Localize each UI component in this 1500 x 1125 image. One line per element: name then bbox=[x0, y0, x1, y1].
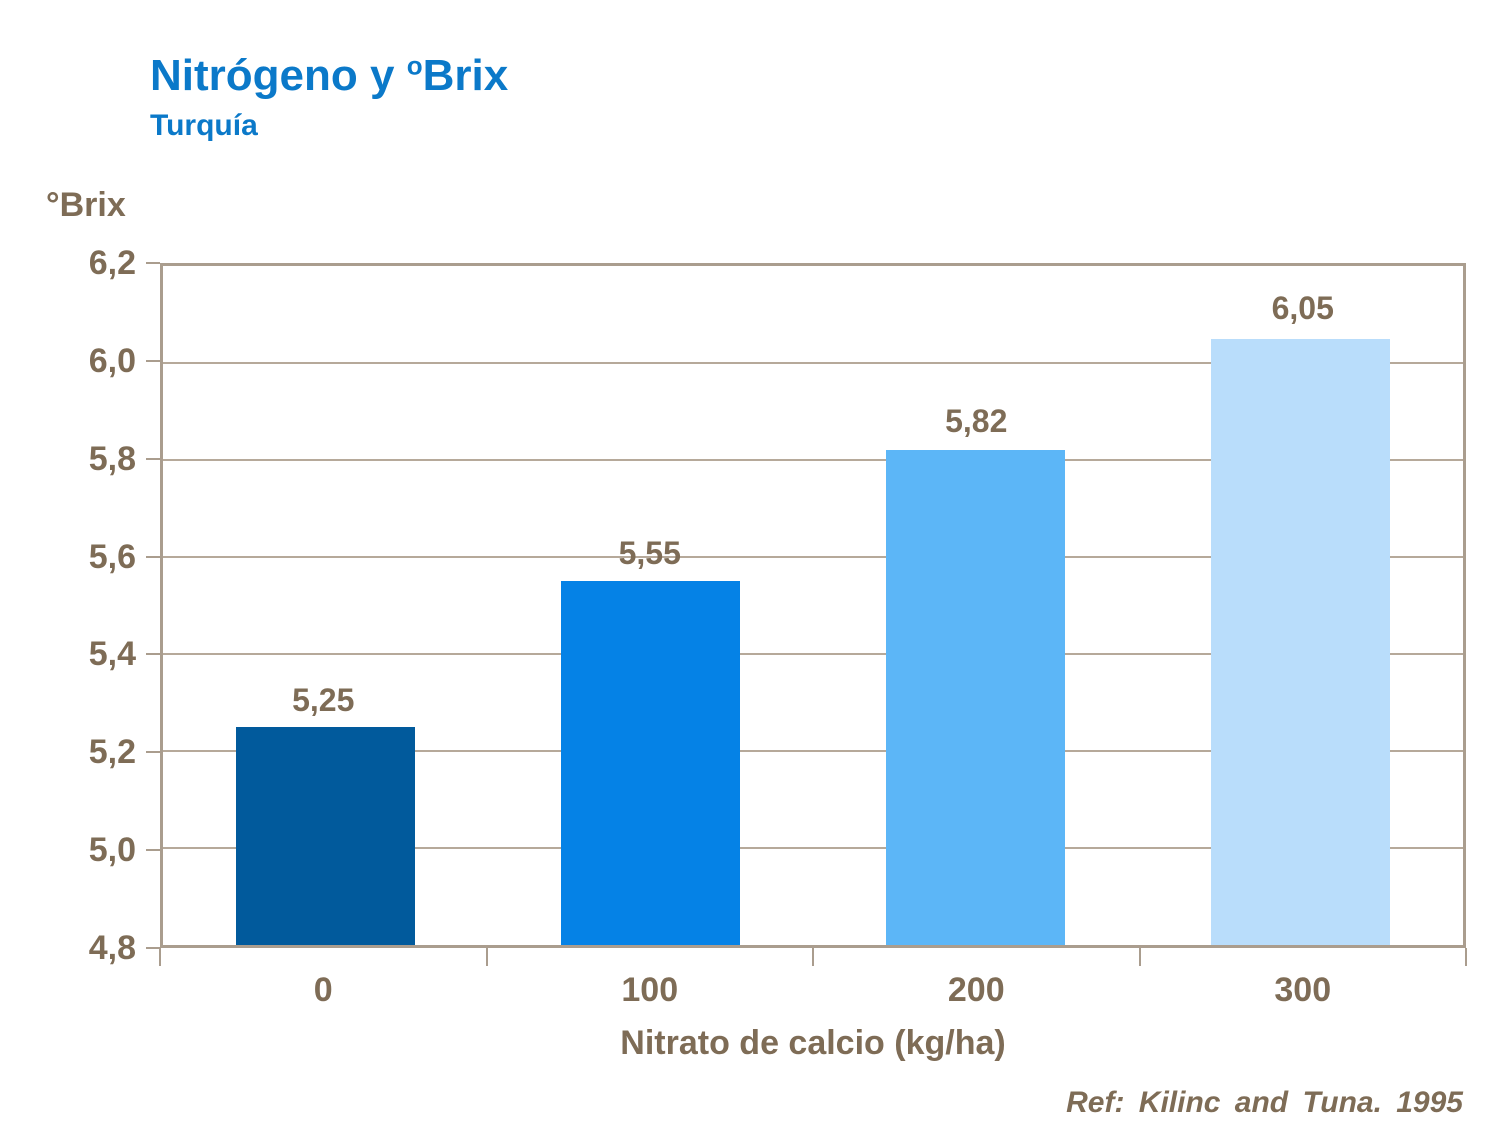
y-axis-title: °Brix bbox=[46, 186, 126, 224]
bar-value-label: 5,55 bbox=[618, 535, 681, 572]
y-tick bbox=[146, 262, 160, 264]
gridline bbox=[163, 458, 1463, 461]
y-tick bbox=[146, 849, 160, 852]
y-tick bbox=[146, 947, 160, 949]
x-tick-label: 0 bbox=[313, 971, 333, 1009]
x-tick-label: 300 bbox=[1274, 971, 1332, 1009]
x-axis-title: Nitrato de calcio (kg/ha) bbox=[620, 1024, 1006, 1062]
plot-area bbox=[160, 263, 1466, 948]
y-tick-label: 4,8 bbox=[88, 929, 136, 967]
y-tick-label: 5,8 bbox=[88, 439, 136, 478]
y-tick bbox=[146, 555, 160, 558]
bar bbox=[1210, 338, 1391, 945]
y-tick bbox=[146, 457, 160, 460]
gridline bbox=[163, 847, 1463, 849]
y-tick-label: 6,0 bbox=[88, 341, 136, 380]
bar bbox=[885, 450, 1066, 945]
gridline bbox=[163, 556, 1463, 558]
chart-title-superscript-o: o bbox=[406, 50, 423, 81]
x-tick bbox=[485, 948, 488, 966]
y-tick-label: 5,2 bbox=[88, 733, 136, 772]
chart-title: Nitrógeno y oBrix bbox=[150, 50, 508, 102]
bar-value-label: 5,25 bbox=[292, 681, 355, 718]
x-tick bbox=[1138, 948, 1141, 966]
bar-value-label: 5,82 bbox=[945, 402, 1008, 439]
x-tick-label: 100 bbox=[621, 971, 679, 1009]
bar-value-label: 6,05 bbox=[1271, 290, 1334, 327]
y-tick-label: 5,6 bbox=[88, 537, 136, 576]
chart-title-main: Nitrógeno y bbox=[150, 51, 407, 100]
reference-text: Ref: Kilinc and Tuna. 1995 bbox=[1066, 1086, 1463, 1119]
chart-title-tail: Brix bbox=[422, 51, 509, 100]
y-tick bbox=[146, 653, 160, 656]
y-tick bbox=[146, 751, 160, 754]
x-tick bbox=[159, 948, 161, 966]
bar bbox=[235, 726, 416, 945]
y-tick-label: 5,0 bbox=[88, 831, 136, 870]
gridline bbox=[163, 652, 1463, 655]
bar bbox=[560, 581, 741, 945]
gridline bbox=[163, 750, 1463, 752]
x-tick bbox=[812, 948, 814, 966]
chart-subtitle: Turquía bbox=[150, 109, 258, 142]
x-tick-label: 200 bbox=[947, 971, 1005, 1009]
x-tick bbox=[1465, 948, 1467, 966]
y-tick-label: 5,4 bbox=[88, 635, 136, 674]
y-tick-label: 6,2 bbox=[88, 244, 136, 282]
gridline bbox=[163, 361, 1463, 364]
y-tick bbox=[146, 359, 160, 362]
